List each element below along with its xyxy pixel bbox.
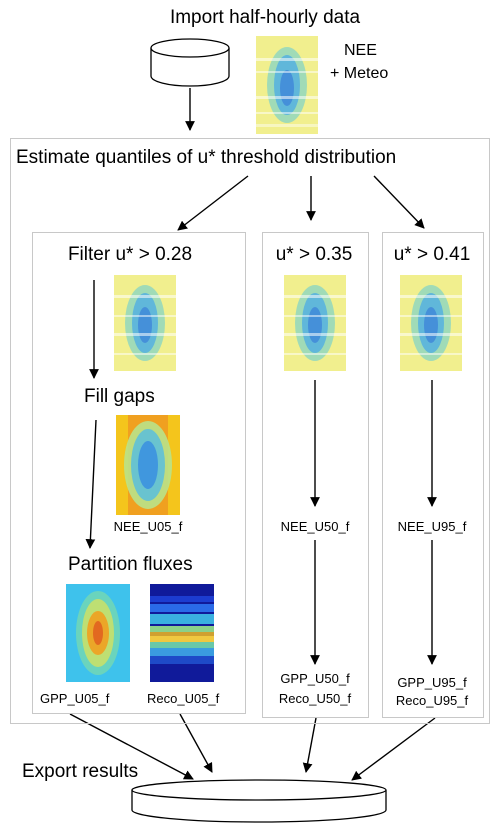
middle-filter-label: u* > 0.35: [275, 244, 353, 265]
estimate-title: Estimate quantiles of u* threshold distr…: [16, 147, 397, 168]
branch-middle-box: [262, 232, 369, 718]
right-gpp-output: GPP_U95_f: [397, 675, 467, 690]
heatmap-filled-icon: [116, 415, 180, 515]
left-reco-output: Reco_U05_f: [147, 691, 220, 706]
meteo-label: + Meteo: [330, 65, 389, 82]
estimate-container: [10, 138, 490, 724]
branch-right-box: [382, 232, 484, 718]
left-gpp-output: GPP_U05_f: [40, 691, 110, 706]
arrow-middle-to-export: [302, 717, 317, 773]
heatmap-reco-icon: [150, 584, 214, 682]
arrow-estimate-to-left: [177, 175, 249, 231]
cylinder-icon: [150, 38, 230, 87]
fill-gaps-label: Fill gaps: [84, 386, 155, 407]
left-filter-label: Filter u* > 0.28: [67, 244, 193, 265]
right-nee-output: NEE_U95_f: [397, 519, 467, 534]
arrow-fill-to-partition: [85, 419, 97, 549]
heatmap-gapped-icon: [256, 36, 318, 134]
heatmap-gapped-icon: [114, 275, 176, 371]
heatmap-gapped-icon: [400, 275, 462, 371]
heatmap-gpp-icon: [66, 584, 130, 682]
middle-nee-output: NEE_U50_f: [280, 519, 350, 534]
middle-reco-output: Reco_U50_f: [278, 691, 352, 706]
export-title: Export results: [22, 761, 139, 782]
right-reco-output: Reco_U95_f: [395, 693, 469, 708]
nee-label: NEE: [344, 42, 377, 59]
middle-gpp-output: GPP_U50_f: [280, 671, 350, 686]
arrow-estimate-to-right: [373, 175, 425, 229]
heatmap-gapped-icon: [284, 275, 346, 371]
arrow-gpp-to-export: [69, 713, 194, 780]
export-cylinder-icon: [131, 779, 387, 823]
import-title: Import half-hourly data: [169, 7, 361, 28]
branch-left-box: [32, 232, 246, 714]
partition-label: Partition fluxes: [68, 554, 193, 575]
left-nee-output: NEE_U05_f: [113, 519, 183, 534]
arrow-right-to-export: [351, 717, 436, 781]
right-filter-label: u* > 0.41: [393, 244, 471, 265]
